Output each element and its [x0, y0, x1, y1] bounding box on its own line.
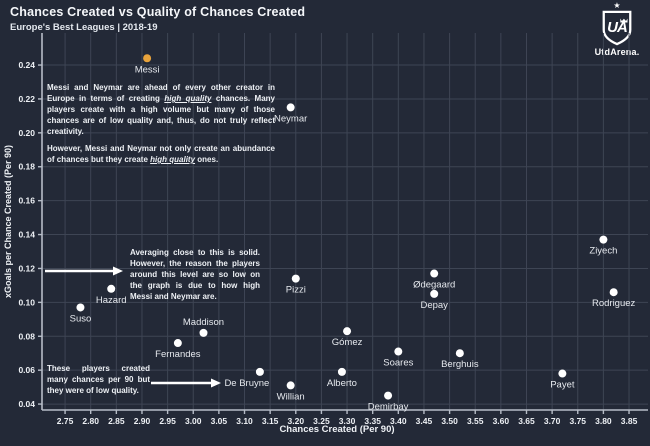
data-point-payet [558, 369, 567, 378]
y-tick-label: 0.06 [18, 365, 35, 375]
data-point-label: Demirbay [368, 402, 409, 413]
y-axis-title: xGoals per Chance Created (Per 90) [3, 145, 13, 298]
x-tick-label: 3.45 [416, 416, 433, 426]
data-point-label: Suso [70, 313, 92, 324]
data-point-messi [143, 54, 152, 63]
data-point-suso [76, 303, 85, 312]
annotation-averaging: Averaging close to this is solid. Howeve… [130, 248, 260, 301]
annotation-arrowhead [113, 266, 123, 276]
x-tick-label: 2.80 [82, 416, 99, 426]
x-tick-label: 3.60 [493, 416, 510, 426]
x-tick-label: 3.30 [339, 416, 356, 426]
x-axis-title: Chances Created (Per 90) [279, 424, 394, 435]
x-tick-label: 3.70 [544, 416, 561, 426]
data-point-label: Hazard [96, 295, 127, 306]
data-point-label: Maddison [183, 317, 224, 328]
data-point-willian [286, 381, 295, 390]
data-point-label: Soares [383, 358, 413, 369]
annotation-messi-neymar: Messi and Neymar are ahead of every othe… [47, 82, 275, 171]
data-point-depay [430, 289, 439, 298]
data-point-label: Ødegaard [413, 280, 455, 291]
x-tick-label: 2.90 [134, 416, 151, 426]
data-point-rodriguez [609, 288, 618, 297]
annotation-arrowhead [211, 378, 221, 388]
data-point-label: Depay [420, 300, 448, 311]
data-point-label: Fernandes [155, 349, 201, 360]
data-point-soares [394, 347, 403, 356]
crown-icon [620, 18, 628, 23]
y-tick-label: 0.24 [18, 60, 35, 70]
data-point-neymar [286, 103, 295, 112]
annotation-paragraph: However, Messi and Neymar not only creat… [47, 144, 275, 164]
x-tick-label: 2.95 [159, 416, 176, 426]
x-tick-label: 3.25 [313, 416, 330, 426]
data-point-label: Willian [277, 391, 305, 402]
x-tick-label: 2.75 [57, 416, 74, 426]
y-tick-label: 0.14 [18, 230, 35, 240]
x-tick-label: 3.15 [262, 416, 279, 426]
x-tick-label: 3.35 [364, 416, 381, 426]
data-point-label: De Bruyne [224, 378, 269, 389]
data-point-label: Payet [550, 380, 575, 391]
x-tick-label: 2.85 [108, 416, 125, 426]
y-tick-label: 0.22 [18, 94, 35, 104]
annotation-paragraph: Messi and Neymar are ahead of every othe… [47, 83, 276, 136]
brand-name: UtdArena. [594, 47, 640, 57]
data-point-fernandes [173, 339, 182, 348]
x-tick-label: 3.05 [211, 416, 228, 426]
data-point-alberto [337, 367, 346, 376]
data-point-label: Messi [135, 64, 160, 75]
data-point-maddison [199, 328, 208, 337]
data-point-label: Gómez [332, 337, 363, 348]
data-point-demirbay [384, 391, 393, 400]
y-tick-label: 0.08 [18, 331, 35, 341]
data-point-label: Berghuis [441, 359, 479, 370]
star-icon: ★ [613, 1, 621, 10]
x-tick-label: 3.75 [569, 416, 586, 426]
annotation-low-quality: These players created many chances per 9… [47, 364, 150, 395]
brand-logo: ★ UA UtdArena. [591, 1, 643, 58]
y-tick-label: 0.12 [18, 263, 35, 273]
y-tick-label: 0.04 [18, 399, 35, 409]
data-point-pizzi [291, 274, 300, 283]
data-point-label: Rodriguez [592, 298, 636, 309]
data-point-ziyech [599, 235, 608, 244]
data-point-hazard [107, 284, 116, 293]
y-tick-label: 0.20 [18, 128, 35, 138]
x-tick-label: 3.50 [441, 416, 458, 426]
x-tick-label: 3.65 [518, 416, 535, 426]
x-tick-label: 3.85 [621, 416, 638, 426]
x-tick-label: 3.20 [288, 416, 305, 426]
data-point--degaard [430, 269, 439, 278]
page-subtitle: Europe's Best Leagues | 2018-19 [10, 22, 158, 33]
data-point-de-bruyne [255, 367, 264, 376]
logo-monogram: UA [607, 19, 628, 36]
data-point-label: Ziyech [589, 246, 617, 257]
data-point-berghuis [455, 349, 464, 358]
data-point-label: Alberto [327, 378, 357, 389]
y-tick-label: 0.16 [18, 196, 35, 206]
x-tick-label: 3.80 [595, 416, 612, 426]
y-tick-label: 0.18 [18, 162, 35, 172]
data-point-label: Pizzi [286, 285, 306, 296]
x-tick-label: 3.40 [390, 416, 407, 426]
x-tick-label: 3.10 [236, 416, 253, 426]
x-tick-label: 3.55 [467, 416, 484, 426]
page-title: Chances Created vs Quality of Chances Cr… [10, 5, 306, 19]
data-point-label: Neymar [274, 113, 307, 124]
chart-header: Chances Created vs Quality of Chances Cr… [10, 5, 305, 33]
y-tick-label: 0.10 [18, 297, 35, 307]
shield-icon [602, 10, 632, 46]
x-tick-label: 3.00 [185, 416, 202, 426]
data-point-g-mez [343, 327, 352, 336]
